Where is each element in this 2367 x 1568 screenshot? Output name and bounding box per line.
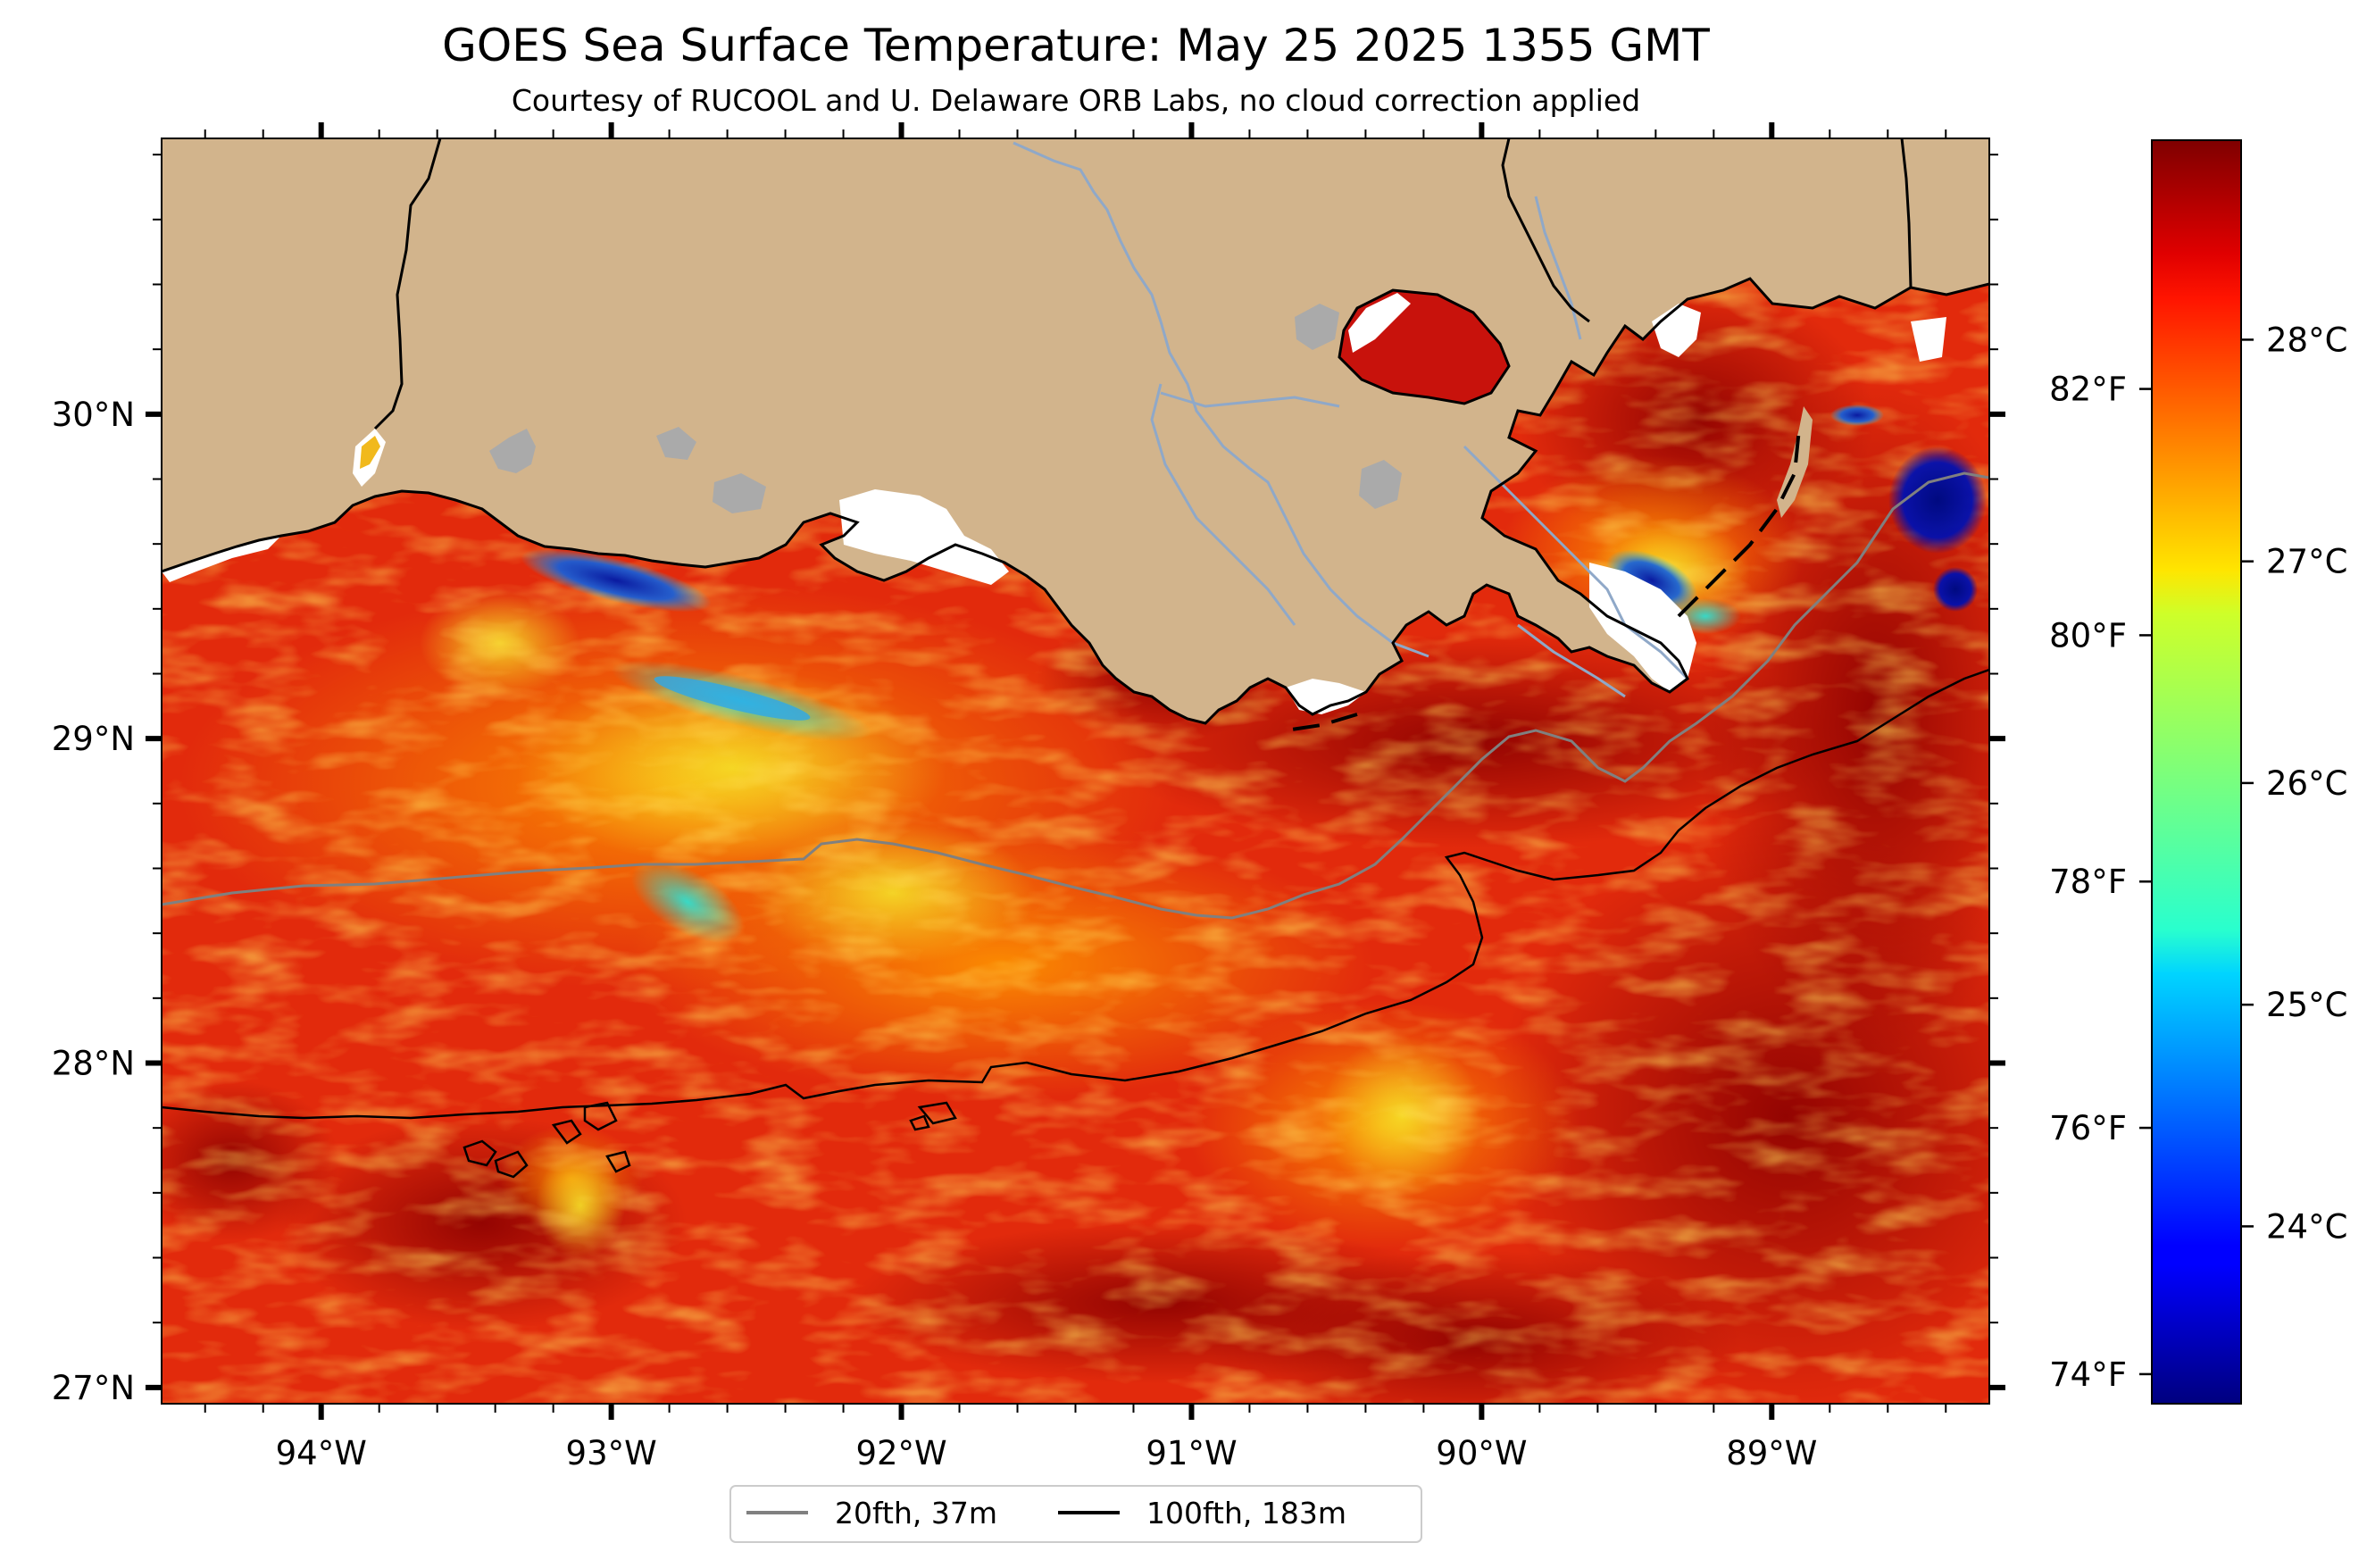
cloud-area xyxy=(1286,679,1366,714)
lon-tick-label: 90°W xyxy=(1436,1434,1527,1472)
colorbar-label-f: 78°F xyxy=(2049,863,2127,901)
coastline xyxy=(162,277,1989,725)
colorbar-label-c: 24°C xyxy=(2266,1207,2347,1246)
sst-cool-filament xyxy=(1830,405,1884,426)
colorbar-label-c: 25°C xyxy=(2266,986,2347,1024)
colorbar-label-f: 74°F xyxy=(2049,1355,2127,1394)
colorbar-axes: 28°C 27°C 26°C 25°C 24°C 82°F 80°F 78°F 76°F 74°F xyxy=(2049,321,2347,1393)
colorbar-label-f: 80°F xyxy=(2049,616,2127,655)
land-louisiana xyxy=(162,138,1989,723)
lon-tick-label: 94°W xyxy=(276,1434,367,1472)
isobath-20fth xyxy=(162,471,1989,920)
inland-lake xyxy=(656,427,696,460)
lon-tick-label: 93°W xyxy=(566,1434,657,1472)
cloud-area xyxy=(162,536,281,582)
colorbar-label-c: 27°C xyxy=(2266,543,2347,581)
sst-cold-patch xyxy=(1933,567,1978,612)
sst-map xyxy=(162,138,1989,1404)
legend-label-20fth: 20fth, 37m xyxy=(835,1496,997,1530)
inland-lake xyxy=(713,473,766,513)
legend: 20fth, 37m 100fth, 183m xyxy=(729,1485,1422,1543)
cloud-area xyxy=(1911,317,1946,362)
lon-tick-label: 91°W xyxy=(1146,1434,1237,1472)
colorbar-label-c: 26°C xyxy=(2266,764,2347,803)
map-axes: 94°W 93°W 92°W 91°W 90°W 89°W 30°N 29°N 28°N 27°N xyxy=(52,122,2005,1472)
inland-lake xyxy=(489,429,536,473)
shoal-lines xyxy=(1285,428,1801,732)
sst-cool-filament xyxy=(654,676,811,721)
lat-tick-label: 30°N xyxy=(52,396,135,434)
lat-tick-label: 29°N xyxy=(52,720,135,758)
lake-pontchartrain-clouds xyxy=(1348,293,1411,353)
cloud-area xyxy=(839,489,1009,585)
colorbar xyxy=(2151,139,2242,1405)
colorbar-label-c: 28°C xyxy=(2266,321,2347,359)
sst-cool-filament xyxy=(631,861,744,943)
lon-tick-label: 92°W xyxy=(855,1434,946,1472)
legend-label-100fth: 100fth, 183m xyxy=(1146,1496,1346,1530)
colorbar-label-f: 76°F xyxy=(2049,1109,2127,1147)
isobath-100fth-islands xyxy=(463,1101,957,1179)
sst-cool-filament xyxy=(521,548,712,613)
lake-outline xyxy=(1338,288,1511,405)
map-subtitle: Courtesy of RUCOOL and U. Delaware ORB L… xyxy=(512,83,1640,118)
map-title: GOES Sea Surface Temperature: May 25 202… xyxy=(442,20,1710,71)
coastal-lake xyxy=(360,436,380,469)
colorbar-label-f: 82°F xyxy=(2049,371,2127,409)
inland-lake xyxy=(1359,460,1402,509)
inland-lake xyxy=(1295,304,1339,350)
lon-tick-label: 89°W xyxy=(1726,1434,1817,1472)
lat-tick-label: 27°N xyxy=(52,1369,135,1407)
rivers xyxy=(1013,141,1689,698)
lat-tick-label: 28°N xyxy=(52,1045,135,1083)
state-boundaries xyxy=(373,138,1913,430)
